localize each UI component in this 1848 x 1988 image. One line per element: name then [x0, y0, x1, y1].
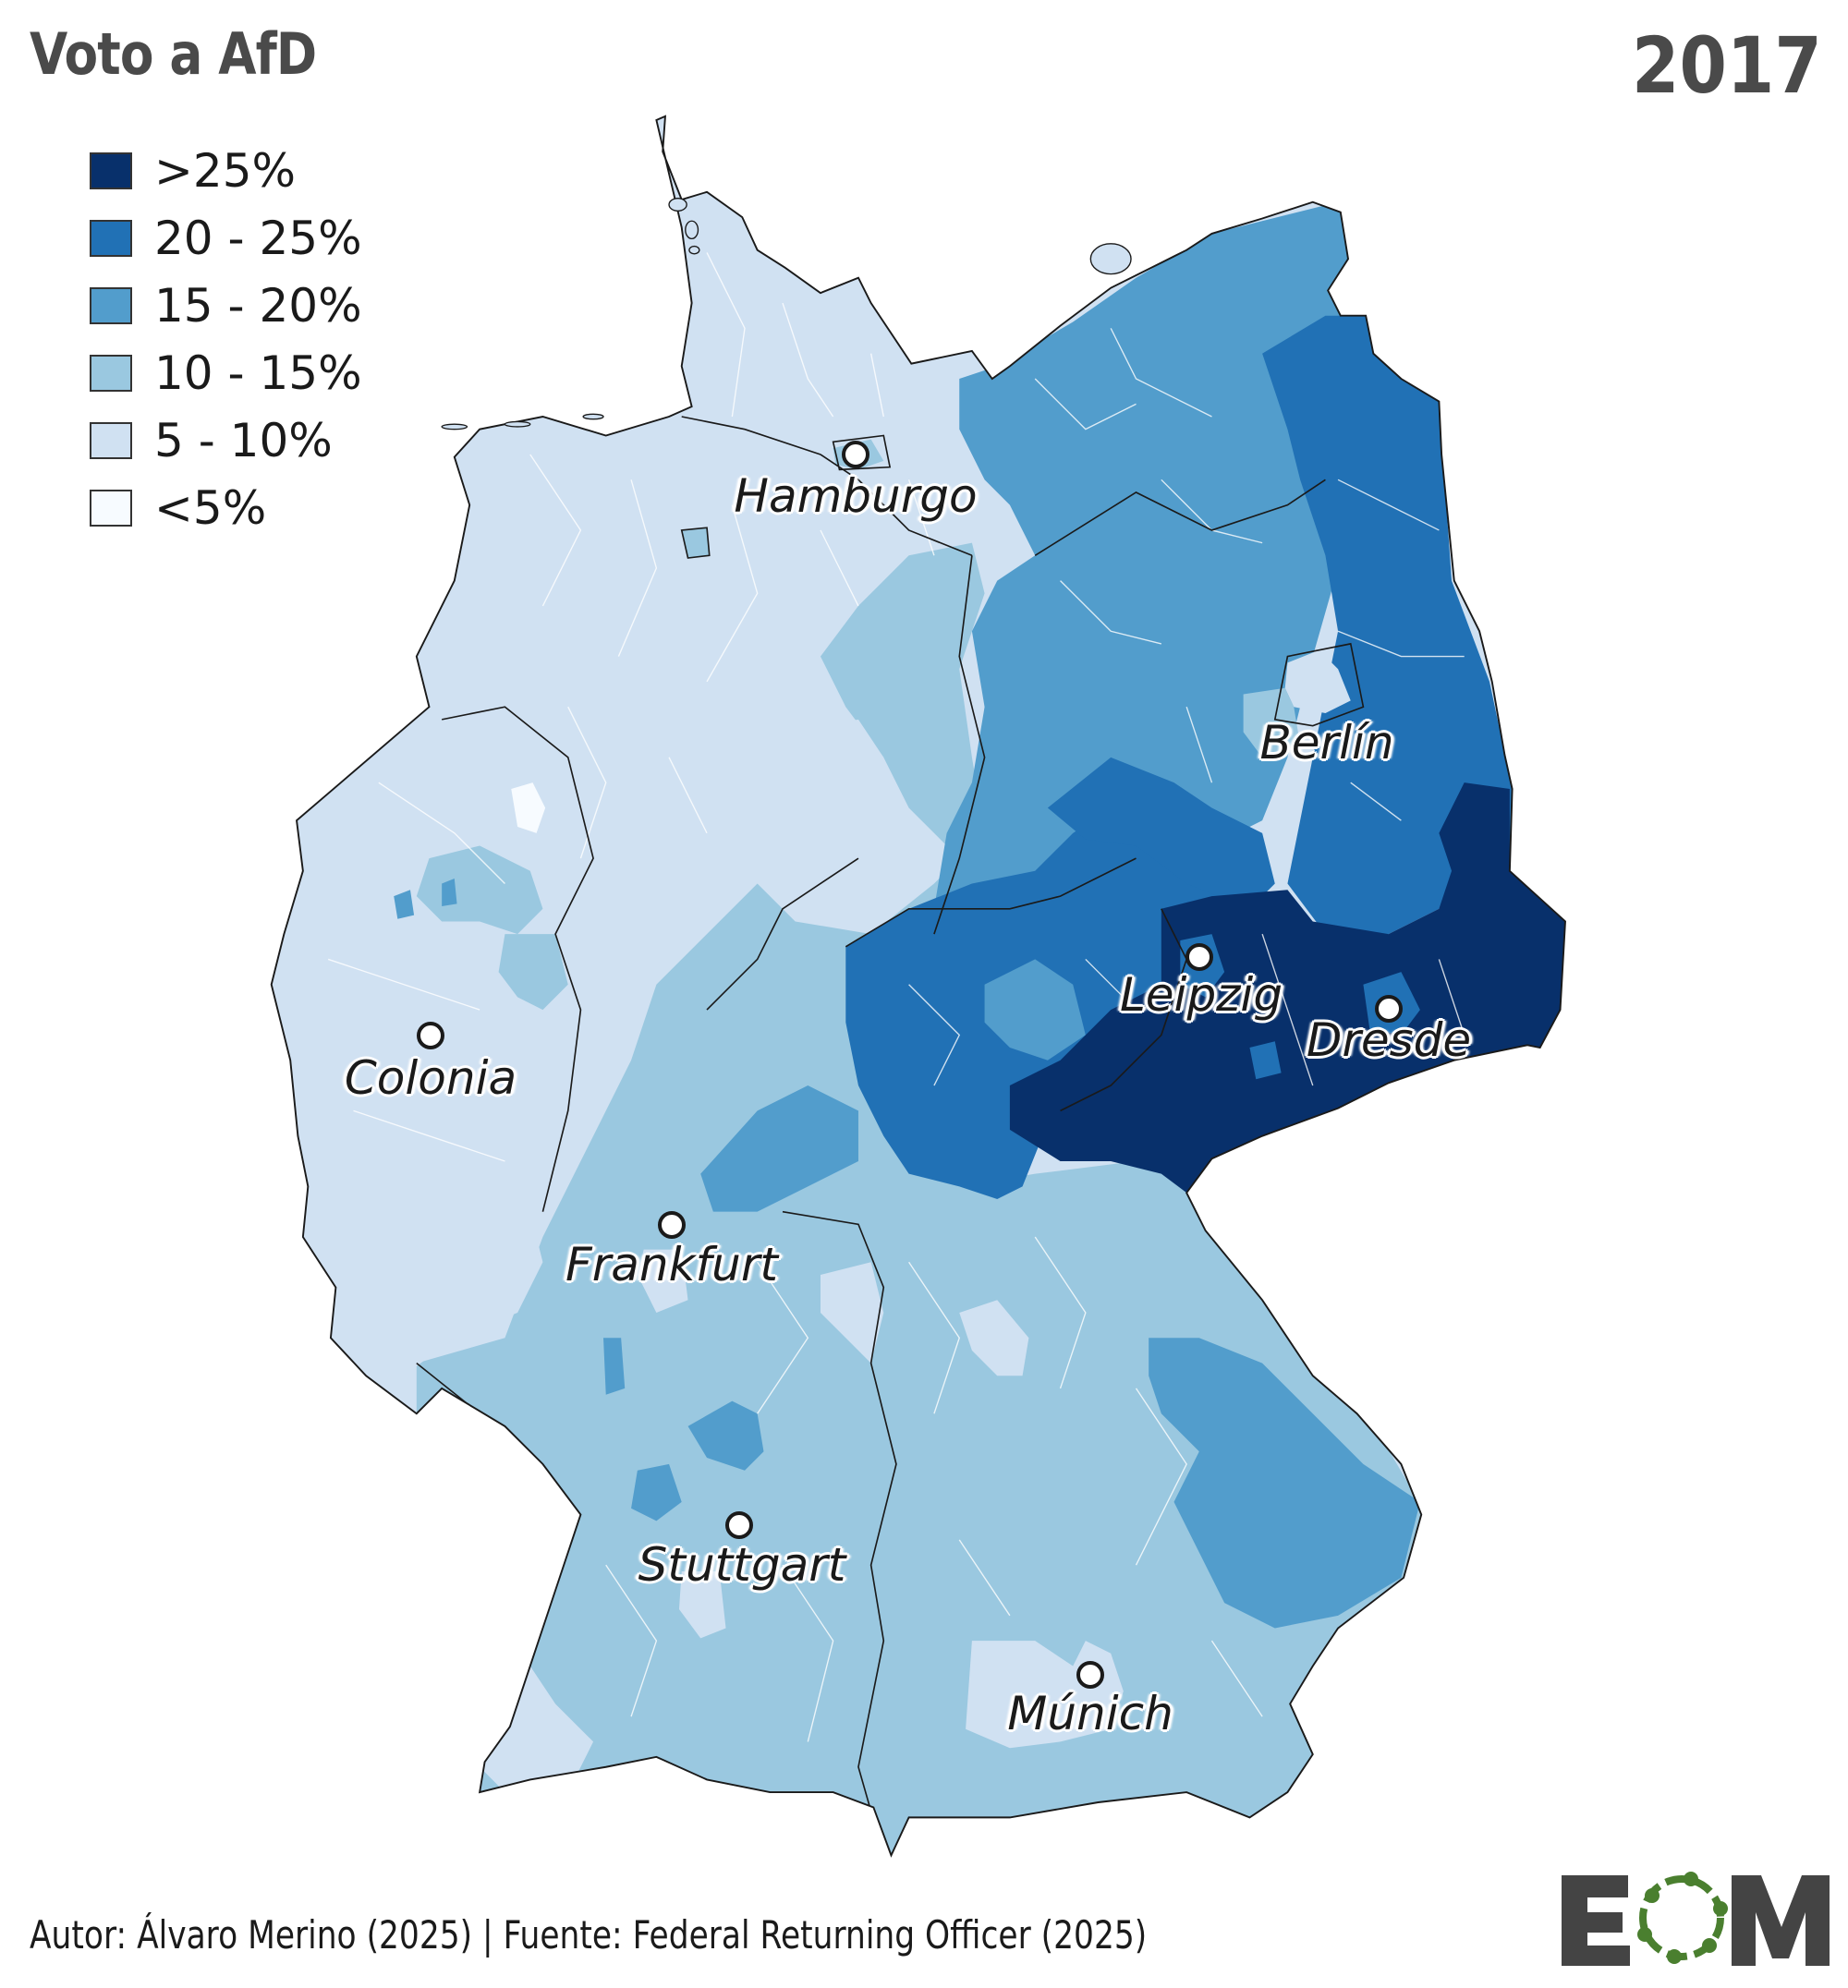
region-berlin-5-10: [1284, 649, 1351, 714]
city-dot-dresde: [1375, 995, 1403, 1023]
region-wurzburg-5-10: [820, 1262, 884, 1364]
city-label-dresde: Dresde: [1306, 1013, 1472, 1067]
region-bremerhaven-10-15: [681, 527, 710, 559]
legend-label: 20 - 25%: [154, 211, 362, 265]
legend-item-under-5: <5%: [90, 474, 362, 541]
islands: [441, 197, 1132, 430]
legend-label: 10 - 15%: [154, 345, 362, 400]
region-saxony-anhalt-south-20-25: [1047, 757, 1275, 909]
city-dot-leipzig: [1185, 943, 1213, 971]
region-saar-5-10: [302, 1198, 543, 1376]
region-nrw-10-15-patch: [416, 845, 543, 935]
region-bavaria-east-15-20: [1149, 1338, 1420, 1629]
region-frankfurt-5-10: [637, 1249, 688, 1313]
region-brandenburg-east-20-25: [1262, 315, 1513, 935]
region-kassel-5-10: [782, 719, 884, 846]
region-nrw-10-15-patch-2: [498, 934, 568, 1011]
legend-item-10-15: 10 - 15%: [90, 339, 362, 406]
city-dot-frankfurt: [658, 1211, 686, 1239]
logo-ring-dots: [1637, 1872, 1728, 1964]
city-label-munich: Múnich: [1007, 1687, 1173, 1740]
legend-swatch: [90, 152, 132, 189]
region-chemnitz-20-25: [1249, 1041, 1282, 1080]
city-label-colonia: Colonia: [344, 1051, 517, 1105]
city-label-berlin: Berlín: [1259, 716, 1394, 770]
map-title: Voto a AfD: [30, 20, 317, 88]
city-label-hamburgo: Hamburgo: [734, 469, 978, 523]
region-stuttgart-5-10: [678, 1571, 726, 1639]
region-munster-under-5: [511, 782, 546, 833]
logo-letter-m: [1732, 1875, 1830, 1966]
city-dot-munich: [1076, 1661, 1104, 1689]
region-nrw-15-20: [394, 890, 415, 919]
legend-item-over-25: >25%: [90, 137, 362, 204]
region-nuremberg-5-10: [959, 1300, 1029, 1376]
legend-swatch: [90, 489, 132, 527]
legend-item-5-10: 5 - 10%: [90, 406, 362, 474]
legend-swatch: [90, 219, 132, 257]
city-dot-colonia: [417, 1022, 444, 1049]
eom-logo: [1562, 1872, 1830, 1966]
source-credit: Autor: Álvaro Merino (2025) | Fuente: Fe…: [30, 1912, 1148, 1958]
city-dot-hamburgo: [842, 441, 869, 468]
legend-label: 5 - 10%: [154, 413, 333, 467]
legend-swatch: [90, 286, 132, 324]
region-rp-15-20: [603, 1338, 626, 1395]
region-berlin-10-15: [1243, 687, 1301, 758]
city-dot-stuttgart: [725, 1511, 753, 1539]
legend-label: 15 - 20%: [154, 278, 362, 333]
region-south-10-15: [416, 542, 1427, 1856]
legend-label: >25%: [154, 143, 297, 198]
city-label-frankfurt: Frankfurt: [565, 1238, 779, 1291]
legend-swatch: [90, 421, 132, 459]
region-nrw-15-20-b: [442, 879, 457, 907]
region-thuringia-inner-15-20: [984, 959, 1086, 1061]
city-label-stuttgart: Stuttgart: [638, 1538, 846, 1592]
legend-item-15-20: 15 - 20%: [90, 272, 362, 339]
legend-swatch: [90, 354, 132, 392]
region-bw-15-20-b: [631, 1463, 682, 1521]
legend-label: <5%: [154, 480, 267, 535]
region-saxony-over-25: [1009, 782, 1565, 1194]
legend: >25% 20 - 25% 15 - 20% 10 - 15% 5 - 10% …: [90, 137, 362, 541]
map-year: 2017: [1632, 20, 1822, 111]
legend-item-20-25: 20 - 25%: [90, 204, 362, 272]
district-boundaries: [327, 252, 1465, 1742]
region-bavaria-north-15-20: [700, 1085, 858, 1212]
logo-letter-e: [1562, 1875, 1630, 1966]
region-bw-15-20-a: [687, 1400, 764, 1471]
city-label-leipzig: Leipzig: [1119, 968, 1283, 1022]
